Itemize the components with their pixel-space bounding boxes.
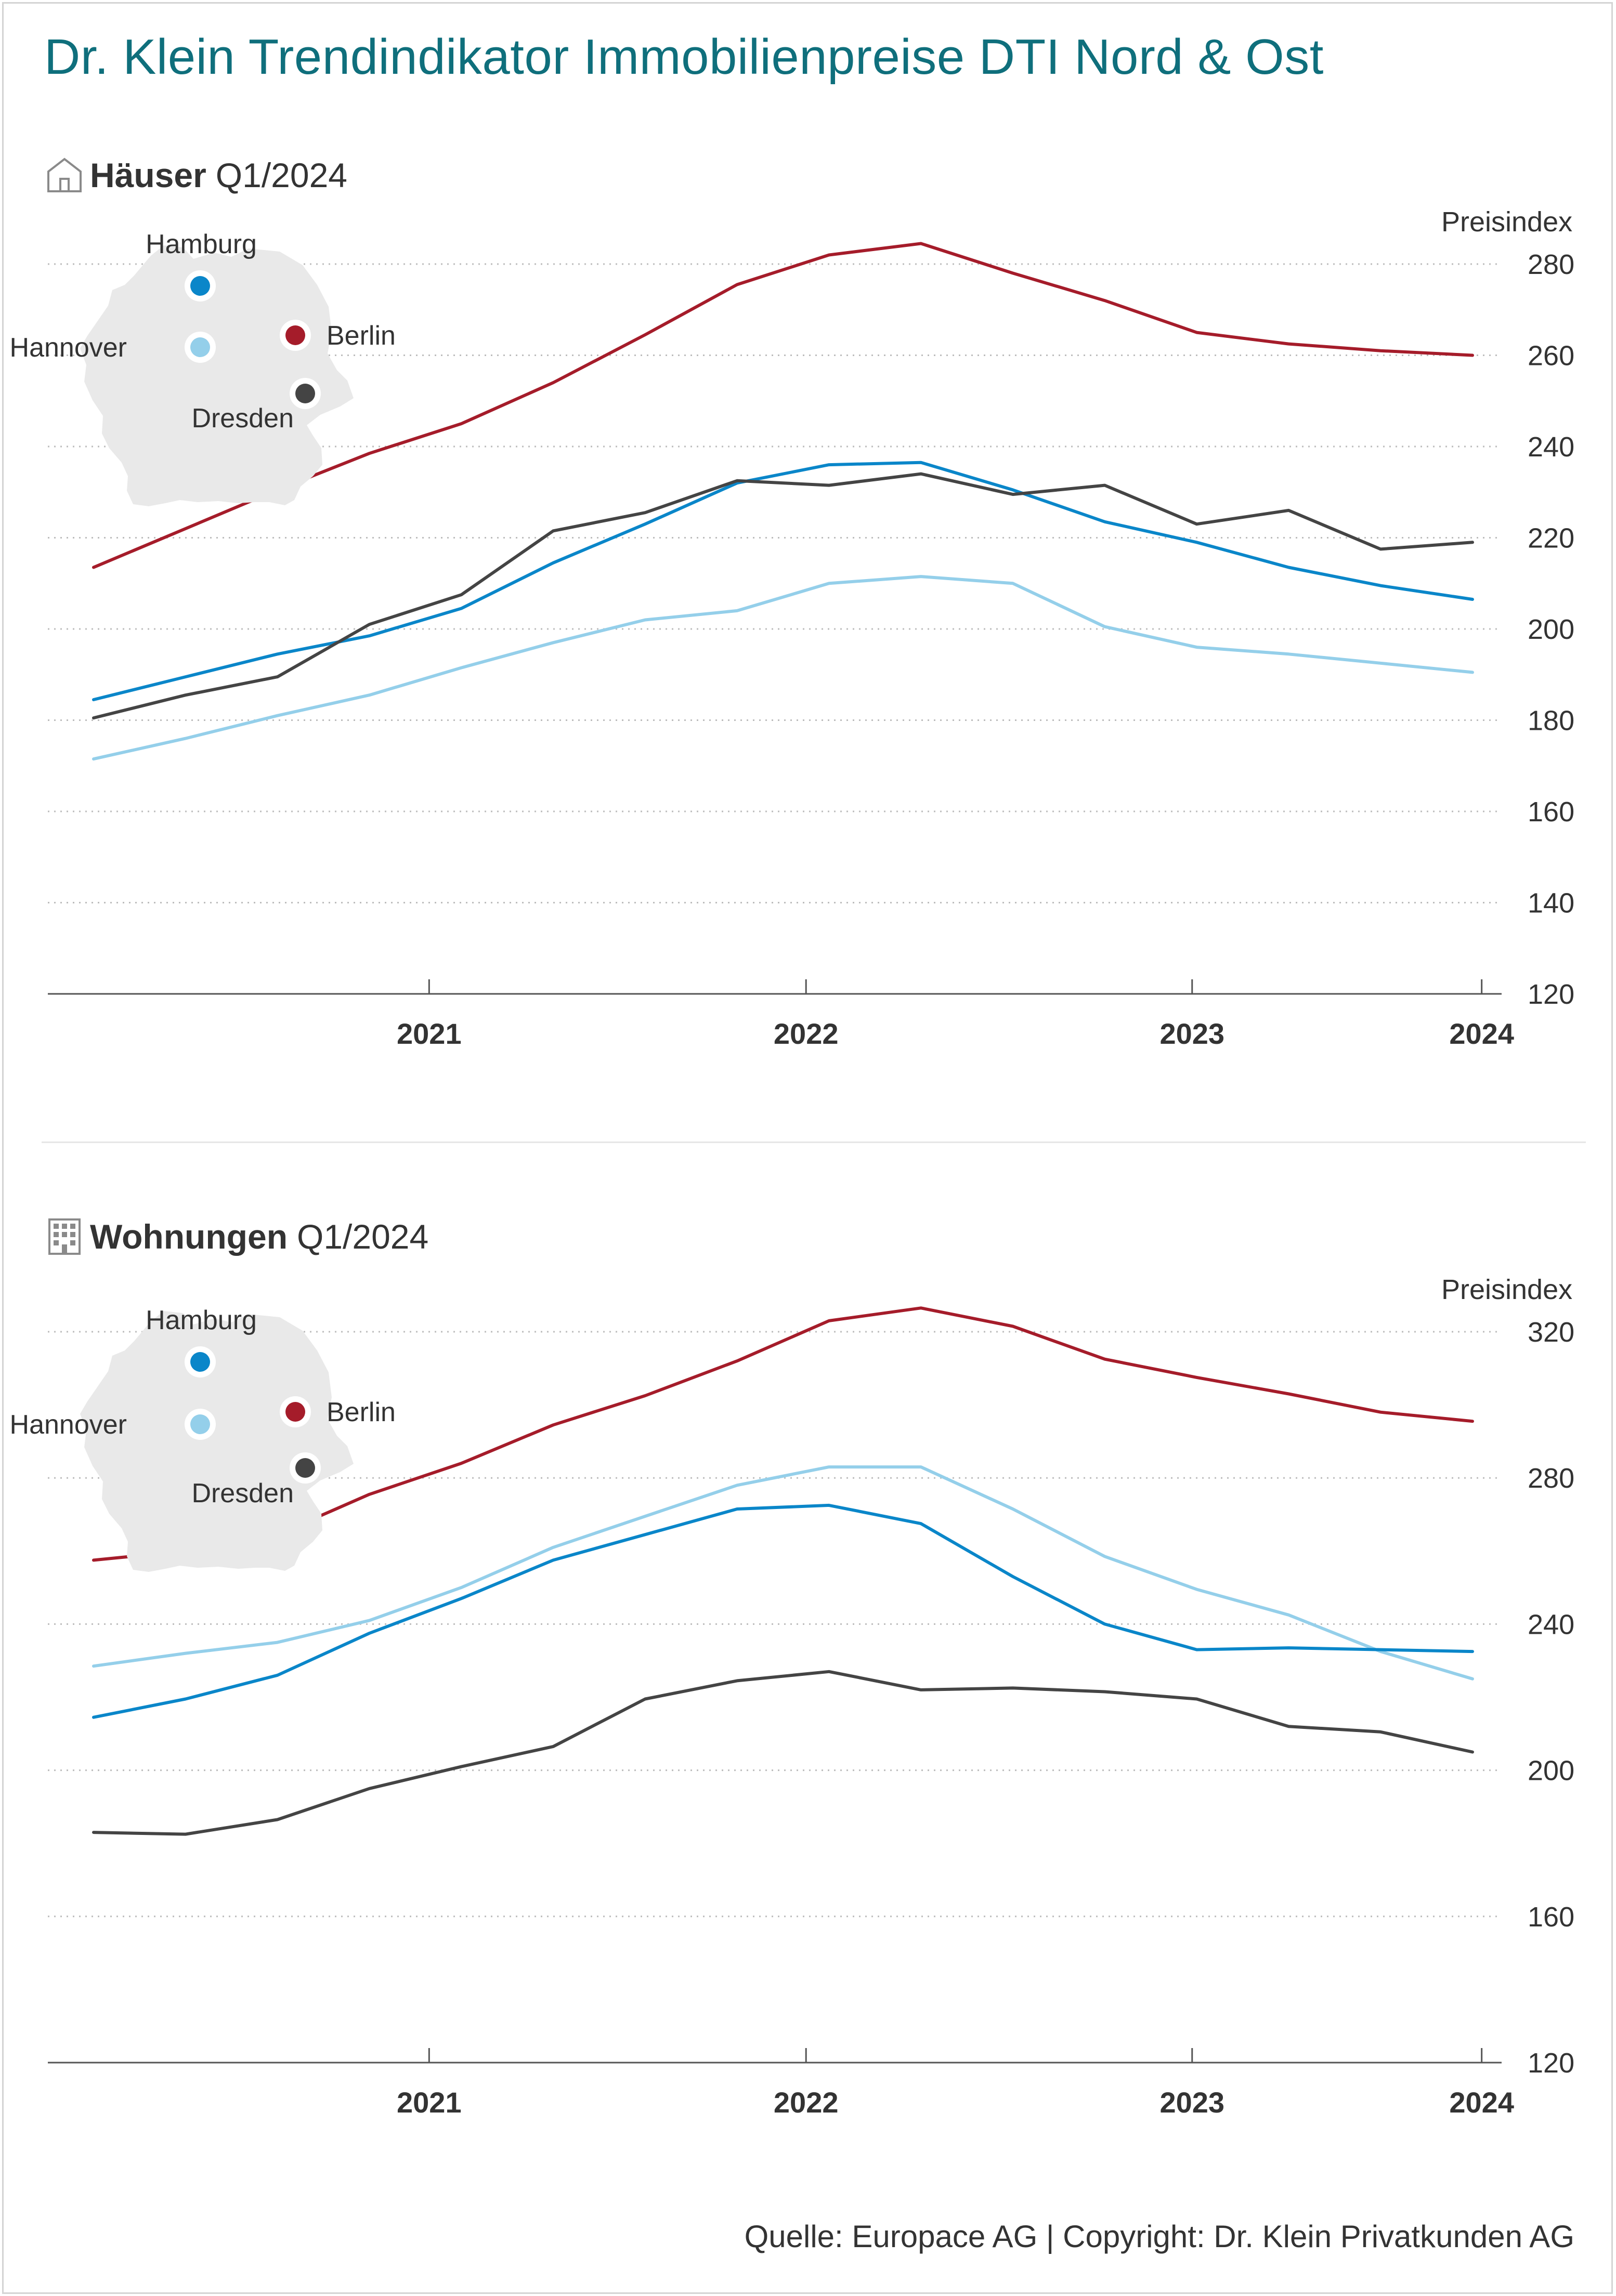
flats-x-tick-label: 2021 <box>397 2086 462 2119</box>
houses-y-tick-label: 220 <box>1528 523 1574 554</box>
flats-period: Q1/2024 <box>297 1217 429 1256</box>
houses-series-line-hannover <box>92 575 1474 761</box>
houses-label: Häuser <box>90 156 206 194</box>
flats-map-label-hannover: Hannover <box>10 1410 127 1440</box>
houses-line-chart: 120 140 160 180 200 220 240 260 280 Hamburg Hannov… <box>10 229 1575 1050</box>
houses-x-tick-label: 2021 <box>397 1017 462 1050</box>
flats-y-tick-label: 280 <box>1528 1463 1574 1494</box>
flats-map-marker-hannover <box>185 1409 216 1440</box>
flats-map-label-hamburg: Hamburg <box>146 1305 257 1335</box>
houses-period: Q1/2024 <box>215 156 347 194</box>
section-divider <box>42 1142 1586 1143</box>
houses-map-label-berlin: Berlin <box>327 321 396 351</box>
flats-x-tick-label: 2023 <box>1159 2086 1224 2119</box>
houses-y-tick-label: 160 <box>1528 796 1574 828</box>
flats-subheading: Wohnungen Q1/2024 <box>44 1216 428 1257</box>
houses-map-label-hannover: Hannover <box>10 333 127 363</box>
flats-y-tick-label: 200 <box>1528 1755 1574 1787</box>
houses-x-tick-label: 2023 <box>1159 1017 1224 1050</box>
flats-y-tick-label: 120 <box>1528 2048 1574 2079</box>
houses-y-tick-label: 260 <box>1528 340 1574 372</box>
houses-series-line-dresden <box>92 472 1474 720</box>
flats-series-line-berlin <box>92 1306 1474 1562</box>
flats-series-line-hannover <box>92 1465 1474 1681</box>
flats-x-tick-label: 2024 <box>1449 2086 1514 2119</box>
houses-map-marker-hannover <box>185 332 216 363</box>
chart-title: Dr. Klein Trendindikator Immobilienpreis… <box>44 29 1324 85</box>
flats-series-line-hamburg <box>92 1503 1474 1719</box>
flats-line-chart: 120 160 200 240 280 320 Hamburg Hannover Berlin D… <box>10 1305 1575 2119</box>
houses-subheading: Häuser Q1/2024 <box>44 155 347 195</box>
houses-x-tick-label: 2022 <box>774 1017 839 1050</box>
flats-y-axis-label: Preisindex <box>1441 1274 1573 1305</box>
houses-series-line-hamburg <box>92 461 1474 701</box>
houses-y-tick-label: 200 <box>1528 614 1574 645</box>
flats-y-tick-label: 160 <box>1528 1901 1574 1933</box>
houses-y-axis-label: Preisindex <box>1441 206 1573 238</box>
source-note: Quelle: Europace AG | Copyright: Dr. Kle… <box>744 2219 1574 2254</box>
flats-label: Wohnungen <box>90 1217 288 1256</box>
houses-y-tick-label: 240 <box>1528 431 1574 463</box>
flats-map-marker-berlin <box>280 1396 311 1427</box>
houses-map-label-hamburg: Hamburg <box>146 229 257 259</box>
flats-y-tick-label: 320 <box>1528 1317 1574 1348</box>
houses-map-label-dresden: Dresden <box>191 403 294 434</box>
flats-germany-map <box>80 1311 354 1572</box>
houses-y-tick-label: 280 <box>1528 249 1574 280</box>
houses-map-marker-dresden <box>290 378 321 409</box>
flats-map-label-dresden: Dresden <box>191 1478 294 1508</box>
houses-map-marker-hamburg <box>185 270 216 301</box>
flats-x-tick-label: 2022 <box>774 2086 839 2119</box>
flats-y-tick-label: 240 <box>1528 1609 1574 1640</box>
flats-gridlines <box>48 1331 1502 1918</box>
houses-y-tick-label: 120 <box>1528 979 1574 1010</box>
houses-gridlines <box>48 263 1502 903</box>
houses-series-line-berlin <box>92 242 1474 569</box>
flats-map-marker-hamburg <box>185 1346 216 1377</box>
flats-map-marker-dresden <box>290 1452 321 1484</box>
house-icon <box>47 158 82 192</box>
houses-x-tick-label: 2024 <box>1449 1017 1514 1050</box>
houses-map-marker-berlin <box>280 320 311 351</box>
houses-y-tick-label: 140 <box>1528 888 1574 919</box>
houses-germany-map <box>80 245 354 506</box>
flats-map-label-berlin: Berlin <box>327 1397 396 1427</box>
apartment-building-icon <box>48 1218 81 1255</box>
flats-series-line-dresden <box>92 1670 1474 1836</box>
houses-y-tick-label: 180 <box>1528 705 1574 737</box>
